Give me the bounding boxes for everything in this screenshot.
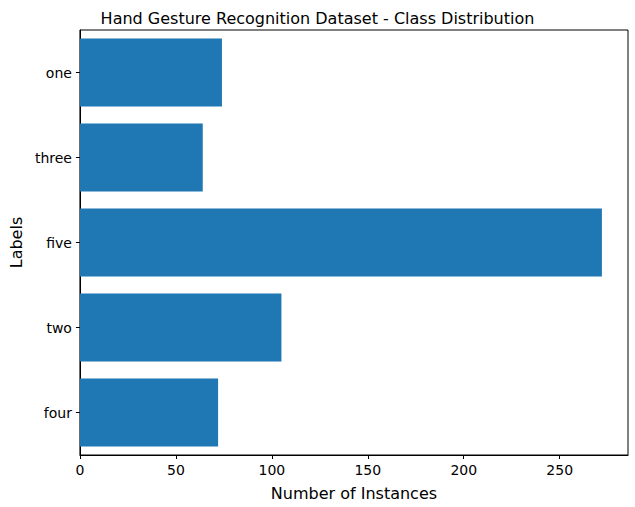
svg-text:four: four [44, 405, 72, 421]
svg-text:250: 250 [546, 462, 573, 478]
svg-text:50: 50 [167, 462, 185, 478]
svg-text:200: 200 [450, 462, 477, 478]
svg-text:150: 150 [354, 462, 381, 478]
svg-text:three: three [35, 150, 72, 166]
svg-text:five: five [46, 235, 72, 251]
svg-text:Labels: Labels [7, 217, 26, 269]
svg-text:Number of Instances: Number of Instances [271, 484, 437, 503]
svg-text:100: 100 [258, 462, 285, 478]
svg-text:one: one [46, 65, 72, 81]
svg-text:Hand Gesture Recognition Datas: Hand Gesture Recognition Dataset - Class… [101, 9, 535, 28]
svg-text:two: two [46, 320, 72, 336]
svg-text:0: 0 [75, 462, 84, 478]
